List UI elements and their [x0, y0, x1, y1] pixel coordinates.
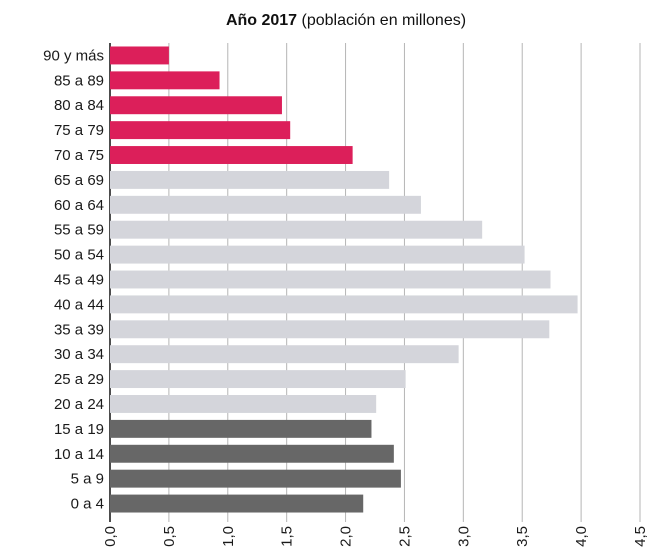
- category-label: 30 a 34: [54, 346, 104, 363]
- category-label: 65 a 69: [54, 172, 104, 189]
- bar-10: [110, 295, 578, 314]
- category-label: 45 a 49: [54, 272, 104, 289]
- category-label: 85 a 89: [54, 72, 104, 89]
- bar-18: [110, 494, 364, 513]
- category-label: 75 a 79: [54, 122, 104, 139]
- bar-12: [110, 345, 459, 364]
- bar-11: [110, 320, 550, 339]
- category-label: 0 a 4: [71, 496, 104, 513]
- x-tick-label: 1,5: [279, 526, 296, 547]
- bar-7: [110, 220, 483, 239]
- category-label: 60 a 64: [54, 197, 104, 214]
- category-label: 90 y más: [43, 47, 104, 64]
- category-label: 70 a 75: [54, 147, 104, 164]
- category-label: 80 a 84: [54, 97, 104, 114]
- category-label: 10 a 14: [54, 446, 104, 463]
- x-tick-label: 0,0: [102, 526, 119, 547]
- chart-title-rest: (población en millones): [297, 12, 466, 29]
- bar-16: [110, 444, 394, 463]
- bar-2: [110, 96, 282, 115]
- x-tick-label: 1,0: [220, 526, 237, 547]
- bar-6: [110, 195, 421, 214]
- bar-15: [110, 419, 372, 438]
- bar-3: [110, 121, 291, 140]
- x-tick-label: 3,5: [514, 526, 531, 547]
- x-tick-label: 0,5: [161, 526, 178, 547]
- x-tick-label: 3,0: [455, 526, 472, 547]
- bar-9: [110, 270, 551, 289]
- chart-title-bold: Año 2017: [226, 12, 297, 29]
- category-labels: 90 y más 85 a 89 80 a 84 75 a 79 70 a 75 65 a…: [43, 47, 104, 512]
- category-label: 15 a 19: [54, 421, 104, 438]
- bar-1: [110, 71, 220, 90]
- category-label: 5 a 9: [71, 471, 104, 488]
- x-tick-label: 4,0: [573, 526, 590, 547]
- category-label: 25 a 29: [54, 371, 104, 388]
- bar-13: [110, 370, 406, 389]
- category-label: 50 a 54: [54, 247, 104, 264]
- x-tick-label: 2,5: [396, 526, 413, 547]
- x-tick-label: 4,5: [632, 526, 648, 547]
- bar-8: [110, 245, 525, 264]
- category-label: 40 a 44: [54, 296, 104, 313]
- category-label: 20 a 24: [54, 396, 104, 413]
- chart-title: Año 2017 (población en millones): [226, 12, 466, 29]
- bar-17: [110, 469, 401, 488]
- bar-4: [110, 146, 353, 164]
- bar-5: [110, 170, 390, 189]
- category-label: 55 a 59: [54, 222, 104, 239]
- bars-layer: [110, 46, 578, 513]
- x-tick-label: 2,0: [338, 526, 355, 547]
- bar-14: [110, 395, 377, 413]
- x-tick-labels: 0,0 0,5 1,0 1,5 2,0 2,5 3,0 3,5 4,0 4,5: [102, 526, 648, 547]
- category-label: 35 a 39: [54, 321, 104, 338]
- bar-0: [110, 46, 169, 65]
